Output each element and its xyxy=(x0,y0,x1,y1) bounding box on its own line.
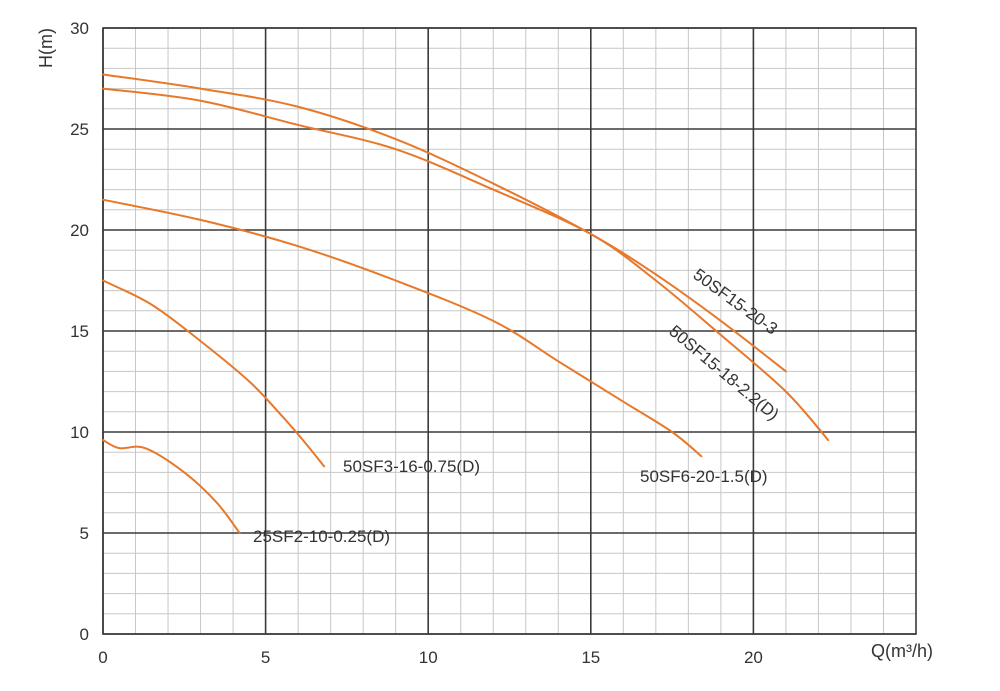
y-tick-label: 30 xyxy=(70,19,89,38)
x-tick-label: 15 xyxy=(581,648,600,667)
series-label-50sf3: 50SF3-16-0.75(D) xyxy=(343,457,480,476)
x-axis-label: Q(m³/h) xyxy=(871,641,933,661)
plot-frame xyxy=(102,27,917,635)
x-tick-labels: 0 5 10 15 20 xyxy=(98,648,763,667)
y-tick-label: 15 xyxy=(70,322,89,341)
x-tick-label: 5 xyxy=(261,648,270,667)
x-tick-label: 10 xyxy=(419,648,438,667)
series-curve-2 xyxy=(102,198,703,458)
series-curve-4 xyxy=(102,73,787,373)
y-tick-label: 20 xyxy=(70,221,89,240)
curves xyxy=(102,73,830,534)
series-label-50sf6: 50SF6-20-1.5(D) xyxy=(640,467,768,486)
y-tick-label: 10 xyxy=(70,423,89,442)
major-grid xyxy=(102,27,916,635)
x-tick-label: 0 xyxy=(98,648,107,667)
y-tick-labels: 0 5 10 15 20 25 30 xyxy=(70,19,89,644)
series-curve-3 xyxy=(102,87,830,442)
series-label-50sf15-20: 50SF15-20-3 xyxy=(690,265,781,339)
y-axis-label: H(m) xyxy=(36,28,56,68)
series-curve-1 xyxy=(102,279,326,468)
plot-border xyxy=(102,27,917,635)
y-tick-label: 5 xyxy=(80,524,89,543)
series-label-25sf2: 25SF2-10-0.25(D) xyxy=(253,527,390,546)
series-curve-0 xyxy=(102,439,241,534)
x-tick-label: 20 xyxy=(744,648,763,667)
y-tick-label: 25 xyxy=(70,120,89,139)
y-tick-label: 0 xyxy=(80,625,89,644)
